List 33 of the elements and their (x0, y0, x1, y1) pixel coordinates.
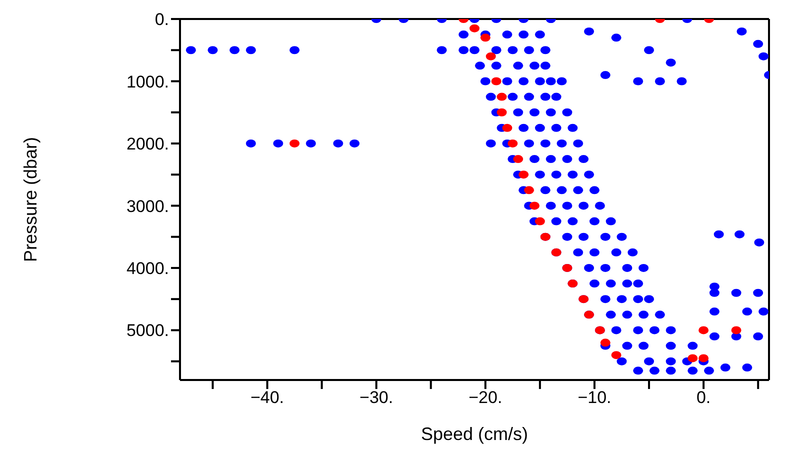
point (491, 77, 502, 86)
x-tick-label: −20. (468, 388, 502, 408)
point (611, 351, 622, 360)
point (290, 139, 300, 148)
point (508, 139, 518, 148)
point (496, 108, 507, 116)
point (529, 202, 540, 210)
y-tick-label: 4000. (126, 259, 169, 278)
y-tick-label: 2000. (126, 134, 169, 154)
y-tick-label: 0. (154, 10, 169, 30)
point (470, 24, 480, 32)
x-tick-label: −30. (360, 388, 394, 408)
point (534, 217, 545, 226)
x-tick-label: −10. (578, 388, 612, 408)
x-tick-label: −40. (250, 388, 284, 408)
point (486, 52, 496, 60)
point (698, 354, 709, 362)
point (502, 124, 512, 132)
point (524, 186, 534, 194)
point (731, 326, 742, 334)
point (600, 338, 610, 347)
x-tick-label: 0. (696, 388, 711, 408)
x-axis-title: Speed (cm/s) (420, 424, 528, 444)
y-tick-label: 3000. (126, 196, 169, 216)
point (480, 34, 490, 42)
point (688, 354, 698, 362)
point (518, 170, 529, 179)
y-tick-label: 1000. (126, 72, 169, 92)
y-tick-label: 5000. (126, 321, 169, 340)
point (496, 92, 507, 101)
point (513, 155, 524, 164)
point (698, 326, 709, 334)
y-axis-title: Pressure (dbar) (20, 136, 40, 262)
